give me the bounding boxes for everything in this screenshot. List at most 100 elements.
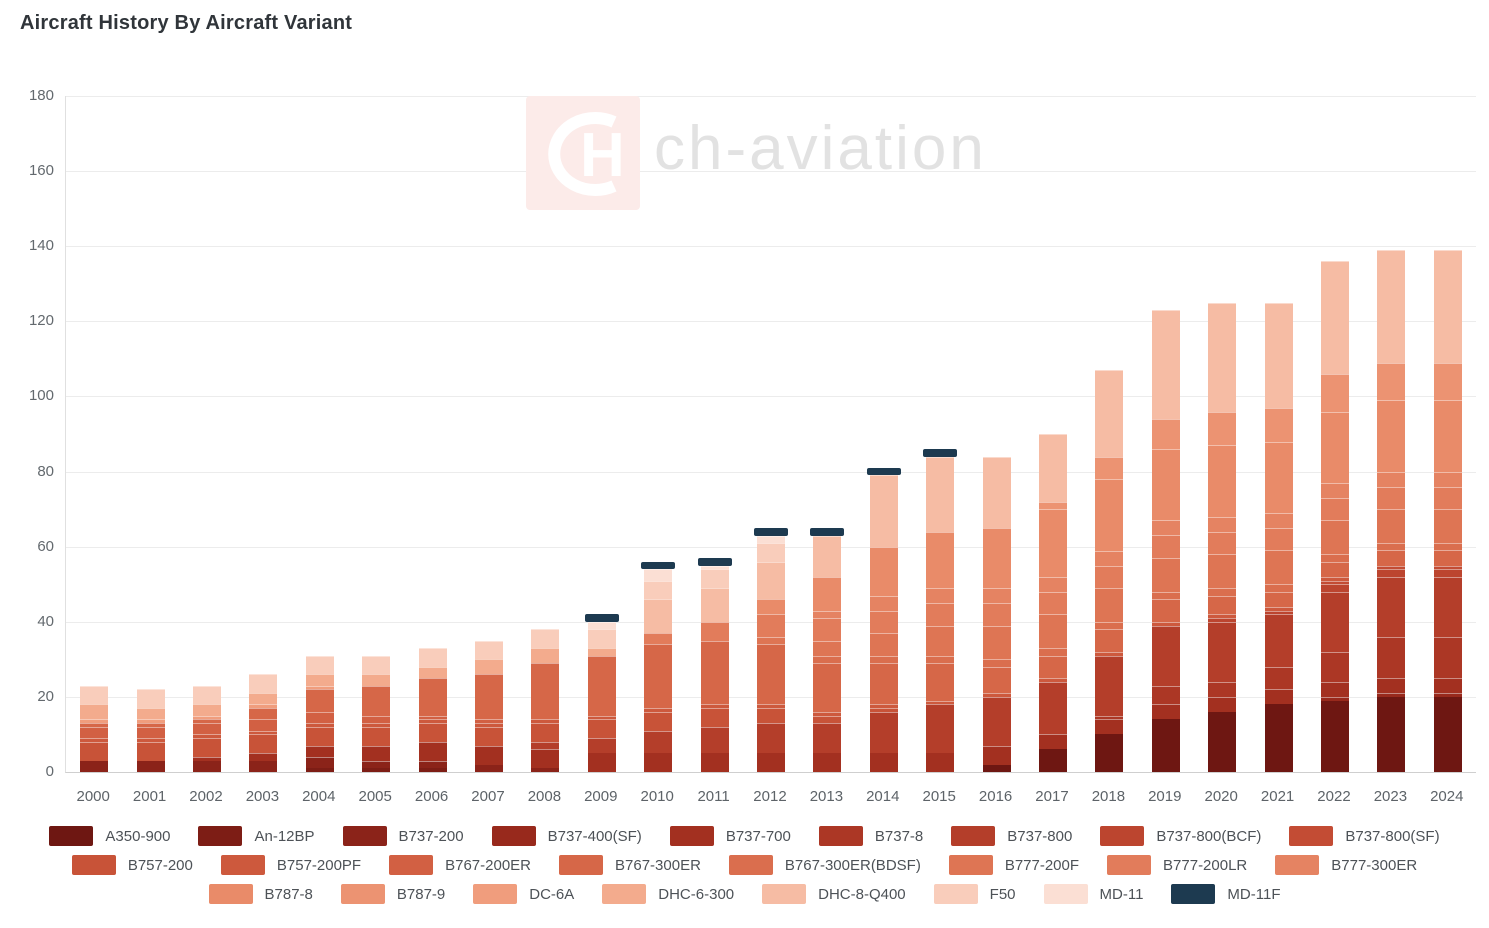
bar-segment-B777-200LR[interactable] (1377, 486, 1406, 510)
bar-segment-B737-800[interactable] (1433, 576, 1462, 637)
bar-segment-B757-200[interactable] (136, 741, 165, 761)
bar-segment-B787-8[interactable] (813, 576, 842, 611)
bar-segment-B777-200LR[interactable] (700, 621, 729, 641)
bar-segment-B737-800[interactable] (1264, 614, 1293, 667)
bar-segment-F50[interactable] (700, 569, 729, 589)
bar-segment-B737-800[interactable] (869, 711, 898, 754)
bar-segment-B737-800(BCF)[interactable] (1433, 569, 1462, 577)
bar-segment-B787-8[interactable] (1038, 509, 1067, 577)
bar-segment-B737-700[interactable] (474, 745, 503, 765)
bar-segment-B737-400(SF)[interactable] (1377, 693, 1406, 697)
bar-segment-B767-300ER[interactable] (1264, 591, 1293, 607)
bar-segment-B777-200LR[interactable] (1264, 527, 1293, 551)
bar-segment-B737-8[interactable] (1433, 636, 1462, 679)
bar-segment-DHC-8-Q400[interactable] (1433, 250, 1462, 363)
bar-segment-B757-200PF[interactable] (982, 693, 1011, 697)
bar-segment-B737-700[interactable] (1038, 734, 1067, 750)
bar-segment-B777-200LR[interactable] (926, 603, 955, 626)
bar-segment-B737-700[interactable] (305, 745, 334, 757)
legend-item-B767-300ER(BDSF)[interactable]: B767-300ER(BDSF) (728, 855, 921, 875)
bar-segment-A350-900[interactable] (1264, 704, 1293, 772)
bar-segment-B757-200PF[interactable] (587, 715, 616, 720)
bar-segment-B767-300ER[interactable] (418, 678, 447, 716)
bar-2006[interactable] (404, 648, 460, 772)
bar-segment-B737-800(BCF)[interactable] (1264, 610, 1293, 615)
bar-segment-B757-200[interactable] (305, 726, 334, 746)
bar-segment-B787-8[interactable] (1264, 441, 1293, 513)
legend-item-A350-900[interactable]: A350-900 (49, 826, 170, 846)
bar-segment-DC-6A[interactable] (249, 704, 278, 709)
bar-segment-B767-300ER[interactable] (192, 719, 221, 724)
bar-segment-B737-800[interactable] (1208, 621, 1237, 682)
bar-segment-F50[interactable] (305, 655, 334, 675)
bar-segment-B737-700[interactable] (1320, 681, 1349, 697)
bar-segment-B737-700[interactable] (1095, 719, 1124, 735)
legend-item-B737-8[interactable]: B737-8 (818, 826, 923, 846)
bar-segment-B737-700[interactable] (249, 753, 278, 761)
bar-segment-B777-200LR[interactable] (869, 610, 898, 634)
bar-segment-F50[interactable] (249, 674, 278, 694)
bar-segment-B737-700[interactable] (1208, 696, 1237, 712)
bar-segment-B737-400(SF)[interactable] (1433, 693, 1462, 697)
bar-segment-F50[interactable] (474, 640, 503, 660)
bar-segment-B767-300ER(BDSF)[interactable] (1151, 591, 1180, 600)
legend-item-B737-800(SF)[interactable]: B737-800(SF) (1289, 826, 1440, 846)
bar-segment-B737-700[interactable] (756, 753, 785, 772)
bar-segment-F50[interactable] (644, 580, 673, 600)
bar-segment-B737-800(BCF)[interactable] (1320, 584, 1349, 592)
bar-segment-MD-11F[interactable] (641, 561, 676, 570)
bar-segment-B737-700[interactable] (813, 753, 842, 772)
bar-segment-B737-200[interactable] (362, 760, 391, 769)
bar-segment-B737-400(SF)[interactable] (1320, 696, 1349, 701)
bar-segment-B737-8[interactable] (1151, 685, 1180, 705)
bar-segment-B767-300ER(BDSF)[interactable] (1038, 648, 1067, 656)
bar-segment-DHC-6-300[interactable] (80, 704, 109, 720)
bar-segment-B787-8[interactable] (756, 599, 785, 615)
bar-segment-B777-200F[interactable] (1320, 520, 1349, 555)
bar-segment-B737-200[interactable] (474, 764, 503, 772)
bar-segment-B757-200PF[interactable] (249, 730, 278, 735)
bar-segment-DHC-8-Q400[interactable] (756, 561, 785, 600)
bar-segment-B757-200PF[interactable] (1320, 576, 1349, 581)
bar-segment-DHC-8-Q400[interactable] (1095, 370, 1124, 457)
bar-segment-B767-200ER[interactable] (136, 726, 165, 739)
bar-segment-B757-200PF[interactable] (362, 723, 391, 727)
bar-segment-B777-200F[interactable] (1208, 554, 1237, 589)
legend-item-B777-300ER[interactable]: B777-300ER (1275, 855, 1417, 875)
bar-segment-B737-800(BCF)[interactable] (1208, 618, 1237, 622)
bar-segment-B757-200[interactable] (587, 719, 616, 739)
bar-segment-B777-200LR[interactable] (644, 633, 673, 645)
bar-segment-B787-9[interactable] (1208, 411, 1237, 446)
bar-segment-A350-900[interactable] (982, 764, 1011, 772)
bar-segment-B777-200F[interactable] (1433, 509, 1462, 543)
bar-segment-B767-300ER[interactable] (1038, 655, 1067, 679)
bar-segment-B757-200PF[interactable] (1038, 678, 1067, 682)
bar-segment-B767-300ER[interactable] (80, 723, 109, 727)
bar-segment-B777-200LR[interactable] (1320, 497, 1349, 521)
bar-segment-DHC-8-Q400[interactable] (1320, 261, 1349, 375)
bar-segment-MD-11[interactable] (587, 621, 616, 630)
bar-segment-B737-800[interactable] (531, 741, 560, 750)
bar-segment-B777-200F[interactable] (1038, 614, 1067, 649)
bar-segment-B777-300ER[interactable] (1208, 516, 1237, 532)
bar-segment-MD-11[interactable] (700, 565, 729, 570)
bar-segment-B757-200PF[interactable] (700, 704, 729, 709)
bar-segment-DHC-8-Q400[interactable] (982, 456, 1011, 528)
bar-segment-DHC-6-300[interactable] (249, 693, 278, 705)
bar-segment-DHC-8-Q400[interactable] (644, 599, 673, 634)
bar-segment-DHC-6-300[interactable] (418, 666, 447, 679)
bar-segment-DHC-6-300[interactable] (136, 708, 165, 720)
bar-segment-B777-300ER[interactable] (1433, 471, 1462, 487)
bar-segment-B767-200ER[interactable] (418, 715, 447, 720)
bar-segment-B777-300ER[interactable] (1151, 520, 1180, 536)
bar-segment-B757-200[interactable] (531, 723, 560, 742)
bar-segment-F50[interactable] (531, 629, 560, 649)
bar-segment-B767-200ER[interactable] (474, 719, 503, 724)
bar-segment-B737-700[interactable] (531, 749, 560, 769)
bar-2002[interactable] (179, 685, 235, 772)
bar-segment-B777-200LR[interactable] (813, 618, 842, 641)
bar-segment-B737-800(SF)[interactable] (1377, 565, 1406, 570)
legend-item-B767-200ER[interactable]: B767-200ER (389, 855, 531, 875)
bar-segment-B737-700[interactable] (1377, 678, 1406, 694)
bar-segment-B787-8[interactable] (1320, 411, 1349, 483)
